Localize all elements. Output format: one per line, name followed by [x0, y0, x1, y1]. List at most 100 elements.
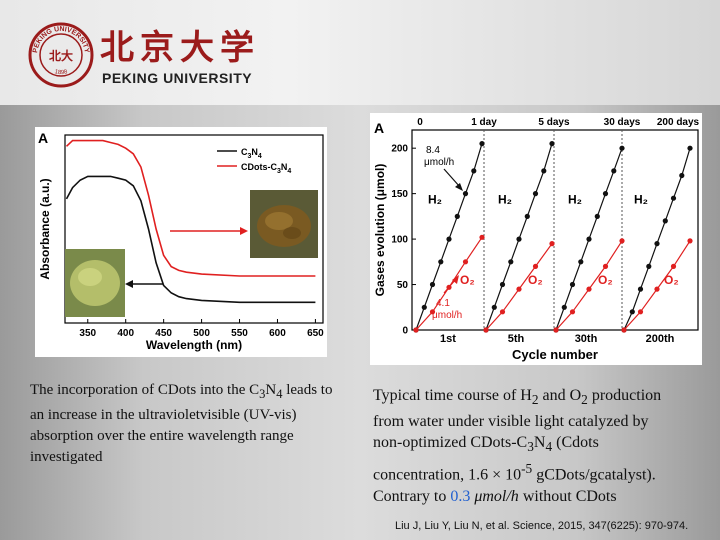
gas-point-o2-3-4	[687, 238, 693, 244]
absorbance-x-tick-label-3: 500	[193, 328, 210, 339]
arrow-to-c3n4-photo	[125, 280, 163, 288]
gas-top-label-2: 5 days	[538, 117, 570, 128]
gas-point-o2-1-3	[532, 263, 539, 269]
header-banner: PEKING UNIVERSITY 1898 北大 北京大学 PEKING UN…	[0, 0, 720, 105]
gas-point-o2-2-4	[619, 238, 625, 244]
gas-point-h2-2-7	[611, 168, 617, 174]
gas-point-h2-2-3	[578, 259, 584, 265]
gas-point-h2-1-4	[516, 236, 522, 242]
gas-point-h2-3-6	[670, 195, 677, 201]
highlight-rate-unit: μmol/h	[474, 487, 519, 505]
gas-point-o2-2-1	[569, 309, 576, 315]
gas-cycle-label-2: 30th	[575, 333, 598, 345]
gas-point-h2-3-5	[662, 218, 668, 224]
gas-point-h2-0-2	[429, 281, 436, 288]
gas-evolution-chart: A 0 50 100 150 200 0 1 day 5 days 30 days 200 da…	[373, 117, 700, 362]
university-seal-icon: PEKING UNIVERSITY 1898 北大	[28, 22, 94, 88]
gas-point-o2-3-2	[654, 286, 660, 292]
gas-point-h2-0-6	[462, 191, 469, 197]
right-caption-line4: concentration, 1.6 × 10-5 gCDots/gcataly…	[373, 460, 656, 484]
gas-point-h2-2-1	[561, 304, 567, 310]
absorbance-line-c3n4	[65, 175, 316, 304]
right-caption: Typical time course of H2 and O2 product…	[373, 385, 708, 507]
absorbance-panel-label: A	[38, 130, 48, 146]
right-caption-line1: Typical time course of H2 and O2 product…	[373, 387, 662, 408]
gas-h2-label-2: H₂	[568, 193, 582, 207]
absorbance-x-tick-label-1: 400	[117, 328, 134, 339]
gas-top-label-4: 200 days	[657, 117, 700, 128]
gas-point-o2-1-0	[483, 327, 489, 333]
seal-year: 1898	[54, 69, 69, 76]
gas-h2-label-1: H₂	[498, 193, 512, 207]
gas-day-separators	[483, 130, 623, 330]
absorbance-x-tick-label-6: 650	[307, 328, 324, 339]
gas-point-h2-1-1	[491, 304, 497, 310]
gas-y-tick-label-3: 150	[391, 189, 408, 200]
gas-point-h2-1-7	[541, 168, 547, 174]
gas-point-o2-0-4	[479, 234, 485, 240]
left-caption: The incorporation of CDots into the C3N4…	[30, 380, 345, 468]
absorbance-line-cdots-c3n4	[65, 139, 316, 277]
gas-top-label-0: 0	[417, 117, 423, 128]
highlight-rate-value: 0.3	[450, 487, 471, 505]
gas-point-o2-0-0	[413, 327, 419, 333]
gas-plot-frame	[411, 129, 699, 331]
gas-point-h2-0-3	[438, 259, 444, 265]
gas-species-labels: H₂ H₂ H₂ H₂ O₂ O₂ O₂ O₂	[428, 193, 679, 287]
absorbance-x-tick-label-2: 450	[155, 328, 172, 339]
c3n4-powder-photo	[65, 249, 125, 317]
gas-y-tick-label-1: 50	[397, 280, 409, 291]
gas-point-h2-2-4	[586, 236, 592, 242]
gas-cycle-label-0: 1st	[440, 333, 456, 345]
rate-o2-unit: μmol/h	[432, 310, 462, 321]
gas-cycle-label-3: 200th	[646, 333, 675, 345]
left-caption-sub1: 3	[259, 387, 266, 401]
absorbance-series	[65, 139, 316, 304]
gas-point-o2-2-0	[553, 327, 559, 333]
gas-point-h2-2-8	[619, 145, 625, 151]
gas-point-o2-0-3	[462, 259, 469, 265]
gas-x-axis-label: Cycle number	[512, 347, 598, 362]
gas-point-h2-2-5	[594, 213, 600, 219]
right-caption-line3: non-optimized CDots-C3N4 (Cdots	[373, 434, 599, 455]
left-caption-part2: N	[265, 382, 277, 398]
gas-point-o2-0-1	[429, 309, 436, 315]
citation: Liu J, Liu Y, Liu N, et al. Science, 201…	[395, 520, 689, 532]
rate-o2-arrow	[443, 275, 459, 294]
gas-point-h2-0-7	[471, 168, 477, 174]
gas-y-tick-label-2: 100	[391, 235, 408, 246]
gas-cycle-label-1: 5th	[508, 333, 525, 345]
gas-point-h2-0-8	[479, 141, 485, 147]
left-caption-sub2: 4	[276, 387, 283, 401]
cdots-powder-photo	[250, 190, 318, 258]
gas-point-h2-1-2	[499, 281, 506, 288]
gas-y-tick-label-4: 200	[391, 144, 408, 155]
absorbance-figure-panel: A 350 400 450 500 550 600 650 Wavelength (nm) …	[35, 127, 327, 357]
gas-point-o2-3-1	[637, 309, 644, 315]
university-name-chinese: 北京大学	[100, 28, 260, 68]
gas-point-o2-1-4	[549, 241, 555, 247]
legend-label-cdots: CDots-C3N4	[241, 162, 291, 175]
rate-h2-unit: μmol/h	[424, 157, 454, 168]
absorbance-x-ticks: 350 400 450 500 550 600 650	[79, 319, 324, 339]
gas-series	[413, 141, 693, 333]
gas-cycle-labels: 1st 5th 30th 200th	[440, 333, 675, 345]
gas-point-h2-0-4	[446, 236, 452, 242]
gas-panel-label: A	[374, 120, 384, 136]
right-caption-line2: from water under visible light catalyzed…	[373, 412, 649, 430]
gas-point-h2-0-1	[421, 304, 427, 310]
gas-point-h2-0-5	[454, 213, 460, 219]
absorbance-x-axis-label: Wavelength (nm)	[146, 338, 242, 352]
absorbance-plot-frame	[64, 134, 324, 324]
gas-point-o2-2-2	[586, 286, 592, 292]
absorbance-x-tick-label-0: 350	[79, 328, 96, 339]
legend-label-c3n4: C3N4	[241, 147, 262, 160]
gas-point-h2-3-3	[646, 263, 652, 269]
gas-y-axis-label: Gases evolution (μmol)	[373, 164, 387, 297]
gas-point-h2-3-2	[637, 286, 644, 292]
gas-o2-label-1: O₂	[528, 273, 543, 287]
gas-y-tick-label-0: 0	[402, 326, 408, 337]
absorbance-x-tick-label-4: 550	[231, 328, 248, 339]
gas-point-o2-3-3	[670, 263, 677, 269]
